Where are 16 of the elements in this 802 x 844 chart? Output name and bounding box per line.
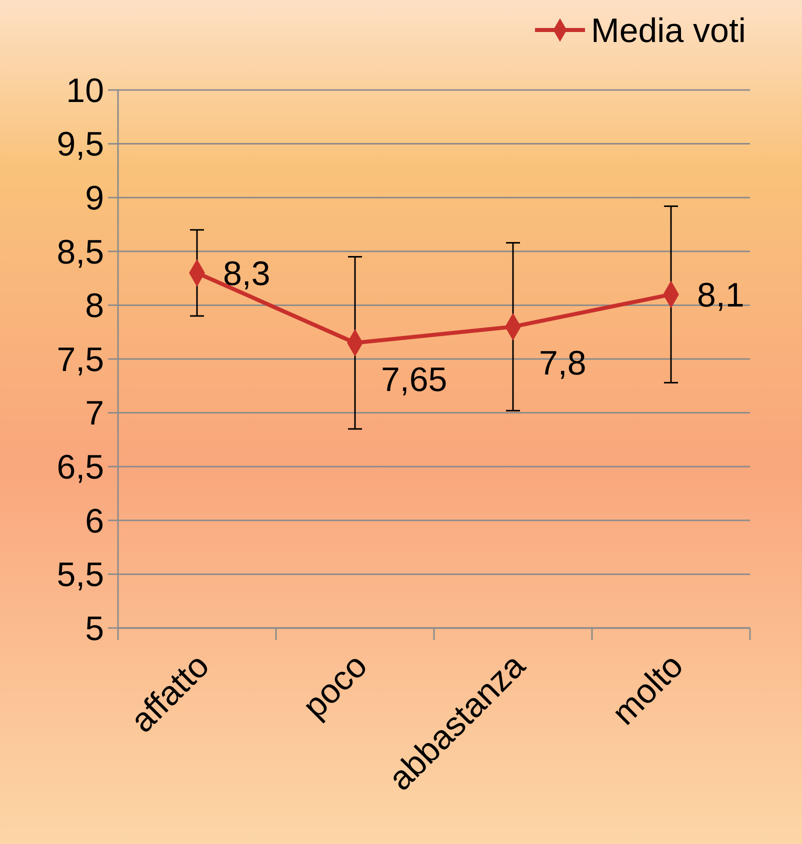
y-tick-label: 9,5 (56, 126, 104, 164)
y-tick-label: 5,5 (56, 556, 104, 594)
y-tick-label: 8 (85, 287, 104, 326)
y-tick-label: 10 (66, 72, 104, 110)
data-label: 8,3 (223, 254, 270, 293)
legend-label: Media voti (591, 12, 746, 50)
y-tick-label: 5 (85, 610, 104, 648)
y-tick-label: 6,5 (56, 448, 104, 486)
y-tick-label: 8,5 (56, 233, 104, 272)
y-tick-label: 6 (85, 502, 104, 540)
data-label: 8,1 (697, 276, 744, 314)
y-tick-label: 7 (85, 394, 104, 433)
y-tick-label: 9 (85, 180, 104, 218)
y-tick-label: 7,5 (56, 340, 104, 379)
data-label: 7,65 (381, 360, 448, 399)
data-label: 7,8 (539, 344, 586, 383)
